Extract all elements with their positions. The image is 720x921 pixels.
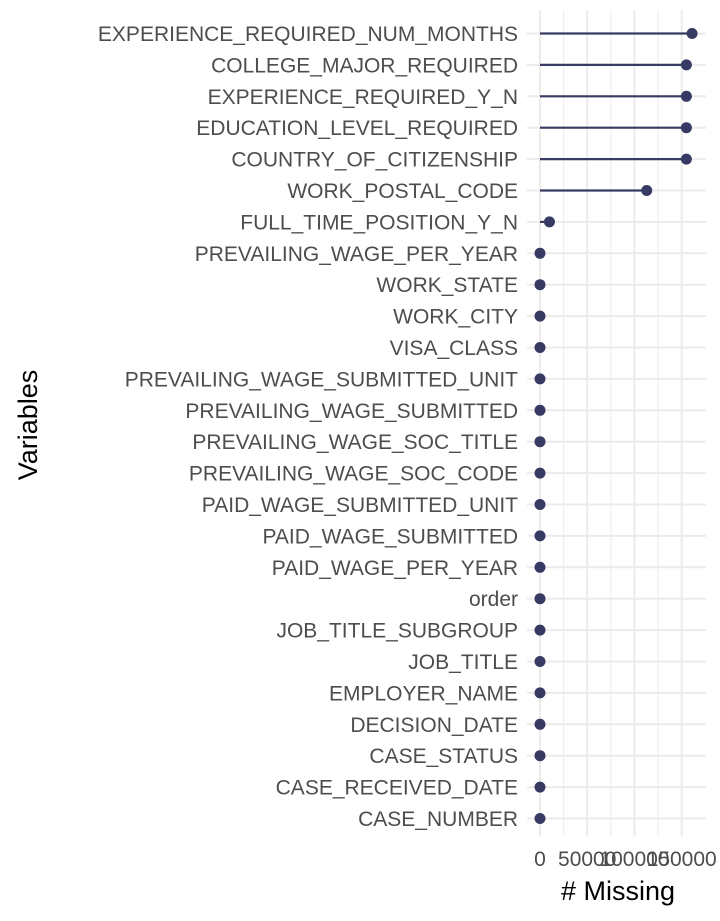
category-label: order: [469, 588, 518, 611]
x-tick-label: 50000: [558, 848, 616, 871]
category-label: EXPERIENCE_REQUIRED_NUM_MONTHS: [98, 23, 518, 46]
lollipop-point: [534, 718, 546, 730]
category-label: JOB_TITLE_SUBGROUP: [276, 620, 518, 643]
category-label: JOB_TITLE: [408, 651, 518, 674]
lollipop-point: [534, 624, 546, 636]
lollipop-point: [680, 59, 692, 71]
lollipop-point: [534, 656, 546, 667]
lollipop-point: [534, 687, 546, 699]
lollipop-point: [680, 90, 692, 102]
category-label: EMPLOYER_NAME: [329, 682, 518, 705]
lollipop-point: [680, 153, 692, 165]
y-axis-title: Variables: [13, 370, 43, 481]
lollipop-point: [534, 561, 546, 573]
x-tick-label: 0: [534, 848, 546, 871]
category-label: PAID_WAGE_SUBMITTED: [262, 525, 518, 548]
x-axis-title: # Missing: [561, 876, 675, 906]
category-label: PREVAILING_WAGE_SUBMITTED: [185, 400, 518, 423]
category-label: PREVAILING_WAGE_SOC_CODE: [189, 463, 518, 486]
lollipop-point: [534, 530, 546, 542]
lollipop-point: [534, 310, 546, 322]
lollipop-point: [534, 499, 546, 510]
category-label: PREVAILING_WAGE_SOC_TITLE: [192, 431, 518, 454]
lollipop-point: [543, 216, 555, 228]
lollipop-point: [534, 404, 546, 416]
lollipop-point: [641, 185, 653, 196]
category-label: WORK_CITY: [393, 306, 518, 329]
lollipop-point: [534, 813, 546, 824]
lollipop-point: [686, 28, 698, 39]
lollipop-point: [534, 781, 546, 793]
category-label: CASE_NUMBER: [358, 808, 518, 831]
category-label: VISA_CLASS: [390, 337, 518, 360]
lollipop-point: [534, 593, 546, 605]
category-label: PAID_WAGE_PER_YEAR: [272, 557, 518, 580]
mark-layer: [534, 28, 698, 824]
grid-layer: [527, 10, 706, 836]
category-label: CASE_RECEIVED_DATE: [276, 777, 518, 800]
category-label: EXPERIENCE_REQUIRED_Y_N: [208, 86, 518, 109]
category-label: COLLEGE_MAJOR_REQUIRED: [211, 54, 518, 77]
category-label: PREVAILING_WAGE_SUBMITTED_UNIT: [125, 368, 518, 391]
category-label: PREVAILING_WAGE_PER_YEAR: [195, 243, 518, 266]
category-label: CASE_STATUS: [369, 745, 518, 768]
category-label: FULL_TIME_POSITION_Y_N: [240, 211, 518, 234]
lollipop-point: [680, 122, 692, 134]
category-label: DECISION_DATE: [350, 714, 518, 737]
lollipop-point: [534, 750, 546, 762]
category-label: EDUCATION_LEVEL_REQUIRED: [196, 117, 518, 140]
lollipop-point: [534, 467, 546, 479]
lollipop-point: [534, 247, 546, 259]
x-tick-label: 150000: [647, 848, 717, 871]
category-label: WORK_POSTAL_CODE: [287, 180, 518, 203]
category-label: WORK_STATE: [376, 274, 518, 297]
category-label: COUNTRY_OF_CITIZENSHIP: [231, 149, 518, 172]
lollipop-point: [534, 279, 546, 291]
lollipop-point: [534, 436, 546, 448]
category-label: PAID_WAGE_SUBMITTED_UNIT: [202, 494, 518, 517]
x-tick-label: 100000: [599, 848, 669, 871]
lollipop-point: [534, 342, 546, 353]
lollipop-point: [534, 373, 546, 385]
category-label-layer: EXPERIENCE_REQUIRED_NUM_MONTHS COLLEGE_MA…: [98, 23, 518, 831]
